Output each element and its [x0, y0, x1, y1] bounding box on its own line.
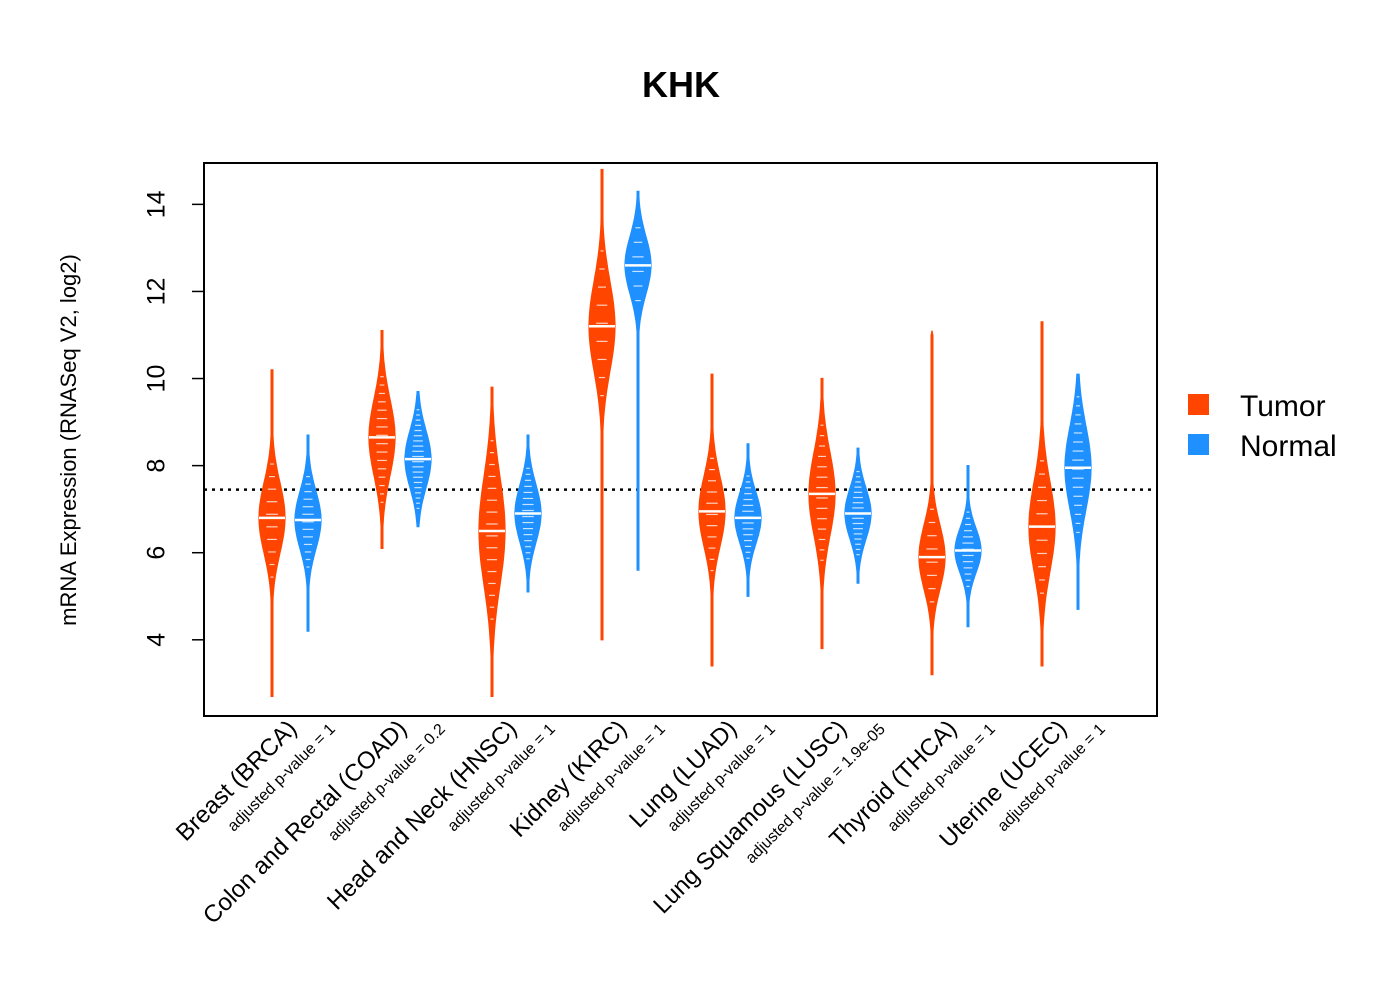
- tumor-violin: [1028, 321, 1056, 667]
- tumor-violin: [368, 330, 396, 549]
- normal-violin: [404, 391, 432, 528]
- legend-label: Normal: [1240, 430, 1337, 463]
- tumor-violin-body: [478, 386, 506, 697]
- legend: Tumor Normal: [1188, 390, 1337, 463]
- normal-violin: [1064, 373, 1092, 610]
- plot-area: [204, 168, 1157, 697]
- tumor-violin-body: [258, 369, 286, 697]
- tumor-violin: [258, 369, 286, 697]
- tumor-violin-body: [808, 377, 836, 650]
- tumor-violin-body: [698, 373, 726, 667]
- tumor-violin-body: [1028, 321, 1056, 667]
- tumor-violin: [588, 168, 616, 641]
- y-axis-label: mRNA Expression (RNASeq V2, log2): [56, 254, 81, 626]
- tumor-violin-body: [368, 330, 396, 549]
- legend-label: Tumor: [1240, 390, 1326, 423]
- normal-violin: [844, 447, 872, 584]
- y-tick-label: 8: [143, 459, 171, 473]
- tumor-violin-body: [588, 168, 616, 641]
- plot-frame: [203, 162, 1158, 717]
- y-tick-label: 4: [143, 633, 171, 647]
- normal-violin: [624, 190, 652, 571]
- tumor-violin: [918, 330, 946, 676]
- legend-swatch: [1188, 394, 1209, 415]
- normal-violin-body: [844, 447, 872, 584]
- tumor-violin-body: [918, 330, 946, 676]
- normal-violin-body: [954, 465, 982, 628]
- tumor-violin: [808, 377, 836, 650]
- normal-violin: [954, 465, 982, 628]
- normal-violin-body: [734, 443, 762, 597]
- y-tick-label: 14: [143, 190, 171, 218]
- normal-violin-body: [294, 434, 322, 632]
- normal-violin: [294, 434, 322, 632]
- legend-swatch: [1188, 434, 1209, 455]
- normal-violin: [734, 443, 762, 597]
- normal-violin-body: [1064, 373, 1092, 610]
- tumor-violin: [478, 386, 506, 697]
- y-tick-label: 12: [143, 278, 171, 306]
- y-tick-label: 6: [143, 546, 171, 560]
- y-axis: 4 6 8 10 12 14: [143, 190, 205, 647]
- y-tick-label: 10: [143, 365, 171, 393]
- normal-violin-body: [624, 190, 652, 571]
- tumor-violin: [698, 373, 726, 667]
- normal-violin: [514, 434, 542, 593]
- chart-title: KHK: [642, 64, 720, 105]
